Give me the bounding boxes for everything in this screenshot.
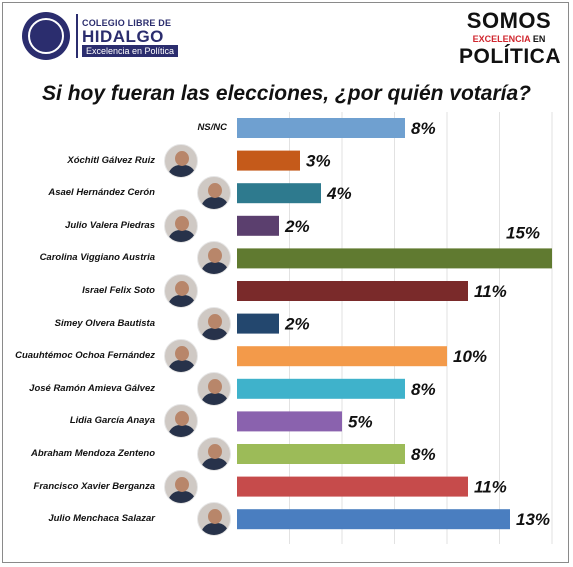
data-label: 8% xyxy=(411,445,436,464)
data-label: 3% xyxy=(306,152,331,171)
category-label: Xóchitl Gálvez Ruiz xyxy=(67,154,155,166)
chart-title: Si hoy fueran las elecciones, ¿por quién… xyxy=(42,82,531,105)
data-label: 10% xyxy=(453,347,487,366)
bar xyxy=(237,150,300,171)
chart-plot-area: 8% 3% 4% 2% 15% 11% 2% 10% 8% 5% 8% 11% 13% xyxy=(237,112,553,544)
chart-frame xyxy=(2,2,569,563)
candidate-photo xyxy=(164,143,198,178)
candidate-photo xyxy=(197,437,231,471)
logo-line-3: Excelencia en Política xyxy=(82,45,179,57)
bar xyxy=(237,444,405,464)
bar-chart: 8% 3% 4% 2% 15% 11% 2% 10% 8% 5% 8% 11% 13% NS/NC Xóc… xyxy=(0,112,573,552)
category-label: Francisco Xavier Berganza xyxy=(33,480,155,492)
category-label: Simey Olvera Bautista xyxy=(54,317,155,329)
candidate-photo xyxy=(197,176,231,211)
candidate-photo xyxy=(164,274,198,308)
data-label: 2% xyxy=(284,315,310,334)
candidate-photo xyxy=(197,371,231,406)
category-label: Lidia García Anaya xyxy=(69,415,155,427)
category-label: Abraham Mendoza Zenteno xyxy=(30,448,155,459)
category-label: Israel Felix Soto xyxy=(82,285,155,296)
logo-line-2: HIDALGO xyxy=(82,27,164,46)
data-label: 11% xyxy=(474,282,507,301)
candidate-photo xyxy=(197,502,231,537)
category-label: Cuauhtémoc Ochoa Fernández xyxy=(15,350,155,362)
colegio-libre-logo: COLEGIO LIBRE DE HIDALGO Excelencia en P… xyxy=(22,12,182,62)
data-label: 5% xyxy=(348,412,373,431)
data-label: 15% xyxy=(506,223,540,242)
data-label: 4% xyxy=(326,184,352,203)
bar xyxy=(237,215,279,236)
bar xyxy=(237,313,279,334)
logo-politica: POLÍTICA xyxy=(459,45,561,68)
bar xyxy=(237,378,405,399)
bar xyxy=(237,411,342,432)
data-label: 8% xyxy=(411,119,436,138)
candidate-photo xyxy=(164,339,198,374)
bar xyxy=(237,248,552,269)
data-label: 2% xyxy=(284,217,310,236)
category-label: José Ramón Amieva Gálvez xyxy=(29,382,155,394)
logo-excelencia: EXCELENCIA EN xyxy=(472,34,546,44)
candidate-photo xyxy=(197,306,231,341)
bar xyxy=(237,346,447,367)
category-label: NS/NC xyxy=(197,122,227,133)
logo-somos: SOMOS xyxy=(466,8,552,33)
category-label: Julio Valera Piedras xyxy=(65,219,155,231)
bar xyxy=(237,476,468,497)
bar xyxy=(237,281,468,301)
bar xyxy=(237,509,510,530)
logo-line-1: COLEGIO LIBRE DE xyxy=(82,18,172,28)
somos-excelencia-logo: SOMOS EXCELENCIA EN POLÍTICA xyxy=(459,8,561,70)
candidate-photo xyxy=(197,241,231,276)
candidate-photo xyxy=(164,404,198,439)
bar xyxy=(237,118,405,138)
eagle-seal-icon xyxy=(22,12,70,60)
candidate-photo xyxy=(164,469,198,504)
category-label: Carolina Viggiano Austria xyxy=(39,252,155,264)
category-label: Asael Hernández Cerón xyxy=(48,187,155,199)
data-label: 13% xyxy=(516,510,550,529)
candidate-photo xyxy=(164,208,198,243)
category-label: Julio Menchaca Salazar xyxy=(48,513,155,525)
data-label: 11% xyxy=(474,478,507,497)
logo-divider xyxy=(76,14,78,58)
data-label: 8% xyxy=(411,380,436,399)
bar xyxy=(237,183,321,204)
